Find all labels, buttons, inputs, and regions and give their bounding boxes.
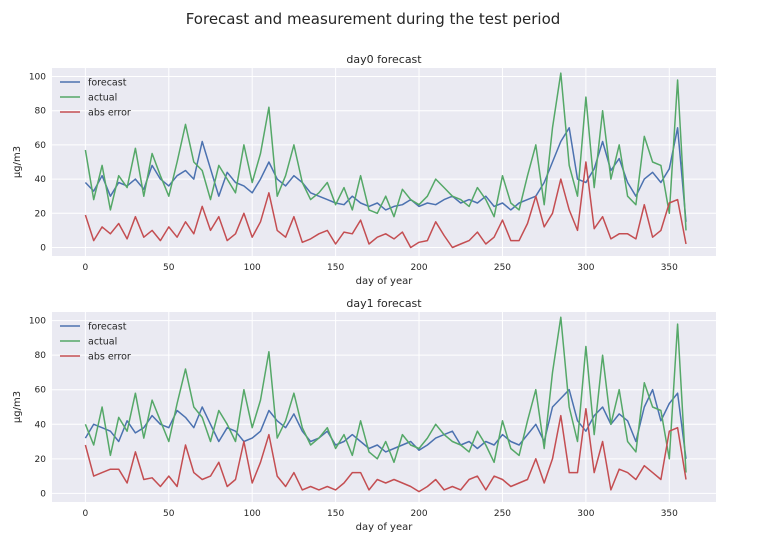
x-tick-label: 250	[494, 263, 511, 273]
x-tick-label: 300	[577, 509, 594, 519]
x-axis-label: day of year	[356, 522, 414, 533]
x-tick-label: 150	[327, 263, 344, 273]
x-tick-label: 50	[163, 263, 175, 273]
y-tick-label: 0	[40, 243, 46, 253]
x-axis-label: day of year	[356, 276, 414, 287]
legend-entry: abs error	[88, 108, 131, 119]
series-line-actual	[84, 72, 687, 231]
x-tick-label: 50	[163, 509, 175, 519]
y-tick-label: 60	[35, 386, 47, 396]
figure-suptitle: Forecast and measurement during the test…	[186, 10, 561, 28]
subplot-day1: 0 50 100 150 200 250 300 350 0 20 40 60 80 100 day1 fo…	[12, 297, 716, 533]
series-line-abs-error	[84, 407, 687, 493]
x-tick-label: 200	[410, 509, 427, 519]
y-tick-label: 80	[35, 107, 47, 117]
subplot-title: day1 forecast	[346, 297, 422, 310]
x-tick-label: 100	[244, 263, 261, 273]
y-tick-label: 100	[29, 317, 46, 327]
legend-entry: actual	[88, 93, 117, 104]
legend-entry: actual	[88, 337, 117, 348]
subplot-title: day0 forecast	[346, 53, 422, 66]
legend-entry: forecast	[88, 78, 127, 89]
legend-entry: abs error	[88, 352, 131, 363]
y-tick-label: 60	[35, 141, 47, 151]
x-tick-label: 200	[410, 263, 427, 273]
series-line-actual	[84, 316, 687, 473]
series-line-forecast	[84, 388, 687, 459]
series-line-abs-error	[84, 161, 687, 249]
y-axis-label: µg/m3	[12, 391, 23, 423]
x-tick-label: 350	[661, 263, 678, 273]
plot-area	[52, 312, 716, 502]
legend-entry: forecast	[88, 322, 127, 333]
x-tick-label: 0	[82, 263, 88, 273]
y-axis-label: µg/m3	[12, 146, 23, 178]
y-tick-label: 40	[35, 420, 47, 430]
x-tick-label: 350	[661, 509, 678, 519]
x-tick-label: 250	[494, 509, 511, 519]
y-tick-label: 0	[40, 489, 46, 499]
y-tick-label: 40	[35, 175, 47, 185]
x-tick-label: 300	[577, 263, 594, 273]
x-tick-label: 150	[327, 509, 344, 519]
subplot-day0: 0 50 100 150 200 250 300 350 0 20 40 60 80 100 day0 fo…	[12, 53, 716, 287]
x-tick-label: 100	[244, 509, 261, 519]
y-tick-label: 20	[35, 209, 47, 219]
y-tick-label: 20	[35, 455, 47, 465]
y-tick-label: 80	[35, 351, 47, 361]
x-tick-label: 0	[82, 509, 88, 519]
y-tick-label: 100	[29, 73, 46, 83]
series-line-forecast	[84, 127, 687, 222]
